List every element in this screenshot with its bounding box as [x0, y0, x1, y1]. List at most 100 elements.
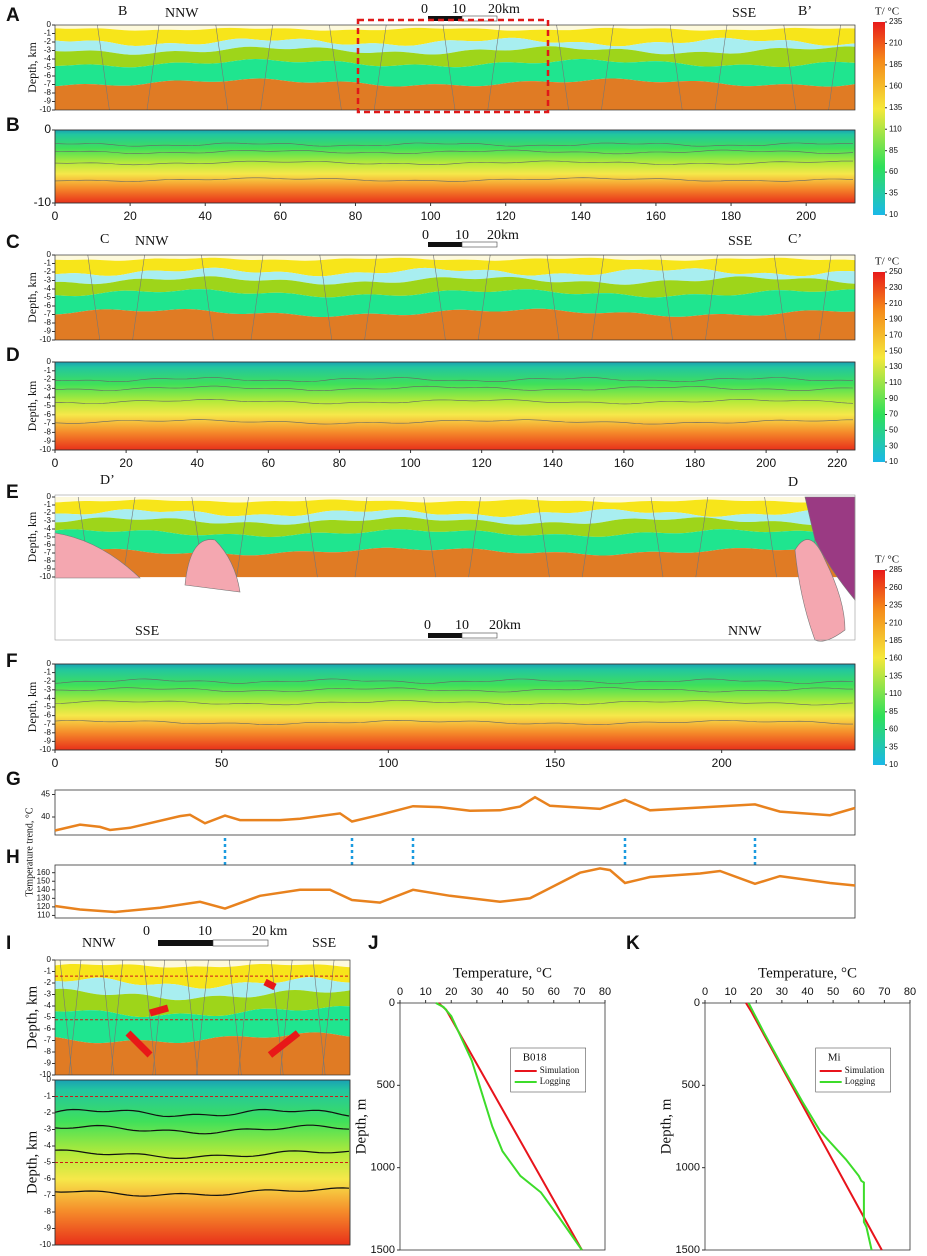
y-tick-label: -1 — [44, 366, 52, 375]
y-tick-label: -4 — [44, 1141, 52, 1150]
rock-layer — [55, 25, 855, 31]
y-tick-label: 0 — [47, 492, 52, 501]
x-tick-label: 20 — [119, 456, 133, 470]
fault — [433, 254, 446, 341]
fault — [423, 496, 437, 578]
legend-title: Mi — [828, 1052, 841, 1064]
y-tick-label: -3 — [44, 990, 52, 999]
scale-label: 20km — [489, 618, 521, 633]
x-tick-label: 180 — [721, 209, 741, 223]
y-tick-label: -4 — [44, 284, 52, 293]
scale-label: 20km — [488, 2, 520, 17]
section-label: NNW — [82, 936, 116, 951]
rock-layer — [55, 988, 350, 1017]
y-axis-label: Depth, km — [24, 986, 40, 1050]
y-tick-label: -1 — [44, 668, 52, 677]
legend-label: Simulation — [845, 1065, 885, 1075]
x-tick-label: 100 — [401, 456, 421, 470]
y-tick-label: -6 — [44, 711, 52, 720]
section-label: NNW — [165, 6, 199, 21]
y-tick-label: -7 — [44, 1191, 52, 1200]
y-tick-label: -1 — [44, 29, 52, 38]
colorbar-tick-label: 50 — [889, 425, 898, 434]
colorbar-tick-label: 135 — [889, 671, 903, 680]
plot-frame — [54, 864, 856, 919]
fault — [236, 496, 249, 578]
fault — [110, 959, 124, 1076]
colorbar-tick-label: 150 — [889, 346, 903, 355]
y-tick-label: 1000 — [676, 1162, 700, 1174]
y-tick-label: -8 — [44, 318, 52, 327]
fault — [487, 24, 501, 111]
fault — [818, 254, 832, 341]
contour — [54, 700, 854, 706]
colorbar-tick-label: 130 — [889, 362, 903, 371]
y-tick-label: -10 — [39, 1240, 51, 1249]
x-tick-label: 80 — [333, 456, 347, 470]
panel-letter: D — [6, 345, 20, 366]
scale-bar — [461, 632, 498, 639]
panel-letter: A — [6, 5, 20, 26]
fault — [714, 24, 728, 111]
colorbar-tick-label: 60 — [889, 167, 898, 176]
x-tick-label: 120 — [496, 209, 516, 223]
intrusion — [54, 532, 141, 579]
colorbar-tick-label: 35 — [889, 189, 898, 198]
contour — [54, 1149, 350, 1159]
section-label: C — [100, 232, 109, 247]
y-tick-label: -5 — [44, 1158, 52, 1167]
colorbar-tick-label: 35 — [889, 742, 898, 751]
colorbar-tick-label: 260 — [889, 583, 903, 592]
colorbar-tick-label: 285 — [889, 565, 903, 574]
y-tick-label: -1 — [44, 967, 52, 976]
fault — [828, 24, 841, 111]
frame — [54, 494, 856, 641]
y-tick-label: -6 — [44, 71, 52, 80]
y-axis-label: Depth, km — [25, 272, 39, 323]
temperature-field — [54, 663, 856, 751]
x-tick-label: 20 — [123, 209, 137, 223]
y-tick-label: -7 — [44, 80, 52, 89]
contour — [54, 377, 854, 383]
fault — [59, 959, 73, 1076]
y-tick-label: -6 — [44, 301, 52, 310]
x-tick-label: 100 — [378, 756, 398, 770]
y-tick-label: 0 — [47, 357, 52, 366]
fault — [321, 959, 335, 1076]
x-tick-label: 30 — [776, 986, 788, 998]
y-tick-label: -2 — [44, 508, 52, 517]
scale-label: 20 km — [252, 924, 288, 939]
panel-letter: K — [626, 933, 640, 954]
contour — [54, 177, 854, 182]
colorbar-tick-label: 160 — [889, 654, 903, 663]
y-tick-label: 0 — [47, 659, 52, 668]
data-line — [54, 795, 856, 832]
y-tick-label: 500 — [682, 1079, 700, 1091]
section-label: B — [118, 4, 127, 19]
x-tick-label: 80 — [599, 986, 611, 998]
fault — [101, 959, 115, 1076]
y-tick-label: -9 — [44, 737, 52, 746]
x-tick-label: 150 — [545, 756, 565, 770]
colorbar-tick-label: 10 — [889, 457, 898, 466]
y-tick-label: 45 — [41, 790, 50, 799]
fault — [581, 496, 595, 578]
y-tick-label: 0 — [47, 955, 52, 964]
contour — [54, 1108, 350, 1118]
fault — [196, 959, 209, 1076]
fault — [250, 254, 264, 341]
rock-layer — [55, 1032, 350, 1075]
fault — [87, 254, 101, 341]
scale-label: 10 — [455, 618, 469, 633]
colorbar-tick-label: 210 — [889, 39, 903, 48]
y-tick-label: -2 — [44, 676, 52, 685]
y-tick-label: -9 — [44, 1224, 52, 1233]
contour — [54, 160, 854, 166]
y-tick-label: 40 — [41, 812, 50, 821]
colorbar-tick-label: 90 — [889, 394, 898, 403]
y-tick-label: -10 — [34, 195, 52, 209]
y-tick-label: -4 — [44, 1001, 52, 1010]
colorbar-tick-label: 110 — [889, 689, 902, 698]
x-tick-label: 70 — [573, 986, 585, 998]
colorbar-tick-label: 85 — [889, 707, 898, 716]
